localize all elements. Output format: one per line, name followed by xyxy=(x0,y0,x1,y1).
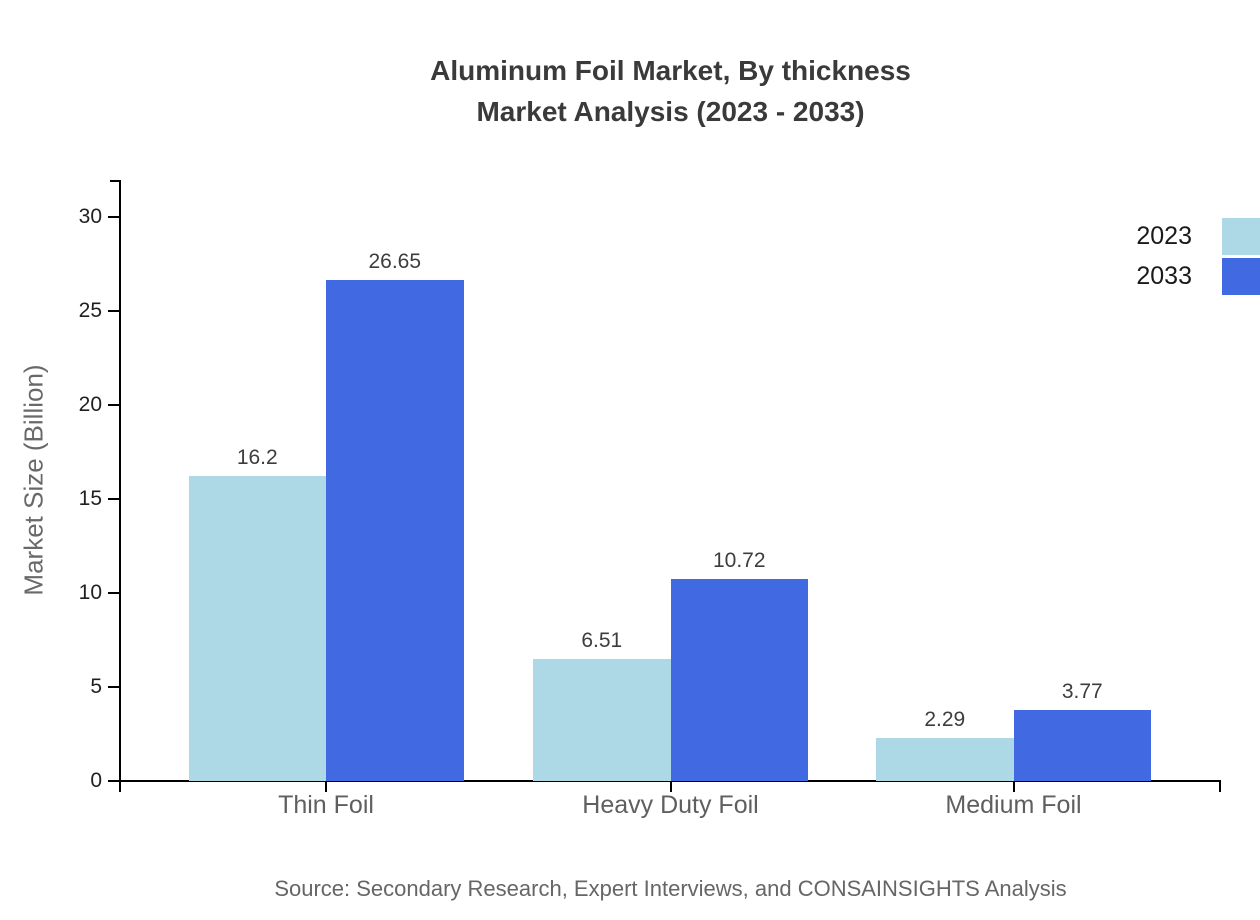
legend-label-2023: 2023 xyxy=(1136,222,1192,250)
y-axis-tick-label: 10 xyxy=(78,581,102,604)
y-axis-tick xyxy=(108,216,120,218)
x-axis-category-label-heavy-duty-foil: Heavy Duty Foil xyxy=(582,791,759,819)
bar-2033-heavy-duty-foil xyxy=(670,579,808,781)
legend-swatch-2033 xyxy=(1222,258,1260,295)
legend: 2023 2033 xyxy=(1100,218,1260,298)
bar-value-label-2023-thin-foil: 16.2 xyxy=(236,446,278,470)
x-axis-tick xyxy=(325,781,327,792)
y-axis-tick-label: 15 xyxy=(78,487,102,510)
y-axis-tick xyxy=(108,404,120,406)
legend-item-2023: 2023 xyxy=(1100,218,1260,255)
y-axis-tick-label: 5 xyxy=(90,675,102,698)
y-axis-tick xyxy=(108,592,120,594)
y-axis-tick xyxy=(108,780,120,782)
y-axis-tick-label: 0 xyxy=(90,769,102,792)
x-axis-tick xyxy=(669,781,672,792)
legend-label-2033: 2033 xyxy=(1136,262,1192,290)
x-axis-end-tick xyxy=(1219,780,1221,792)
bar-2033-thin-foil xyxy=(326,279,464,781)
y-axis-end-tick xyxy=(110,180,120,182)
y-axis-tick xyxy=(108,686,120,688)
chart-title: Aluminum Foil Market, By thickness Marke… xyxy=(120,50,1221,132)
y-axis-spine xyxy=(119,180,121,792)
bar-value-label-2033-thin-foil: 26.65 xyxy=(368,249,422,273)
y-axis-tick-label: 30 xyxy=(78,205,102,228)
y-axis-tick-label: 25 xyxy=(78,299,102,322)
x-axis-category-label-medium-foil: Medium Foil xyxy=(945,791,1082,819)
bar-value-label-2033-heavy-duty-foil: 10.72 xyxy=(712,549,766,573)
chart-title-line-2: Market Analysis (2023 - 2033) xyxy=(476,96,865,127)
bar-2023-medium-foil xyxy=(876,737,1014,781)
legend-item-2033: 2033 xyxy=(1100,258,1260,295)
bar-value-label-2023-medium-foil: 2.29 xyxy=(924,707,966,731)
x-axis-category-label-thin-foil: Thin Foil xyxy=(278,791,374,819)
source-attribution: Source: Secondary Research, Expert Inter… xyxy=(274,876,1067,901)
y-axis-tick xyxy=(108,498,120,500)
legend-swatch-2023 xyxy=(1222,218,1260,255)
chart-title-line-1: Aluminum Foil Market, By thickness xyxy=(430,55,911,86)
bar-value-label-2023-heavy-duty-foil: 6.51 xyxy=(581,628,623,652)
x-axis-tick xyxy=(1012,781,1015,792)
y-axis-tick-label: 20 xyxy=(78,393,102,416)
bar-2023-heavy-duty-foil xyxy=(533,658,671,781)
bar-value-label-2033-medium-foil: 3.77 xyxy=(1061,680,1103,704)
bar-2023-thin-foil xyxy=(188,476,326,781)
y-axis-tick xyxy=(108,310,120,312)
bar-2033-medium-foil xyxy=(1013,710,1151,781)
